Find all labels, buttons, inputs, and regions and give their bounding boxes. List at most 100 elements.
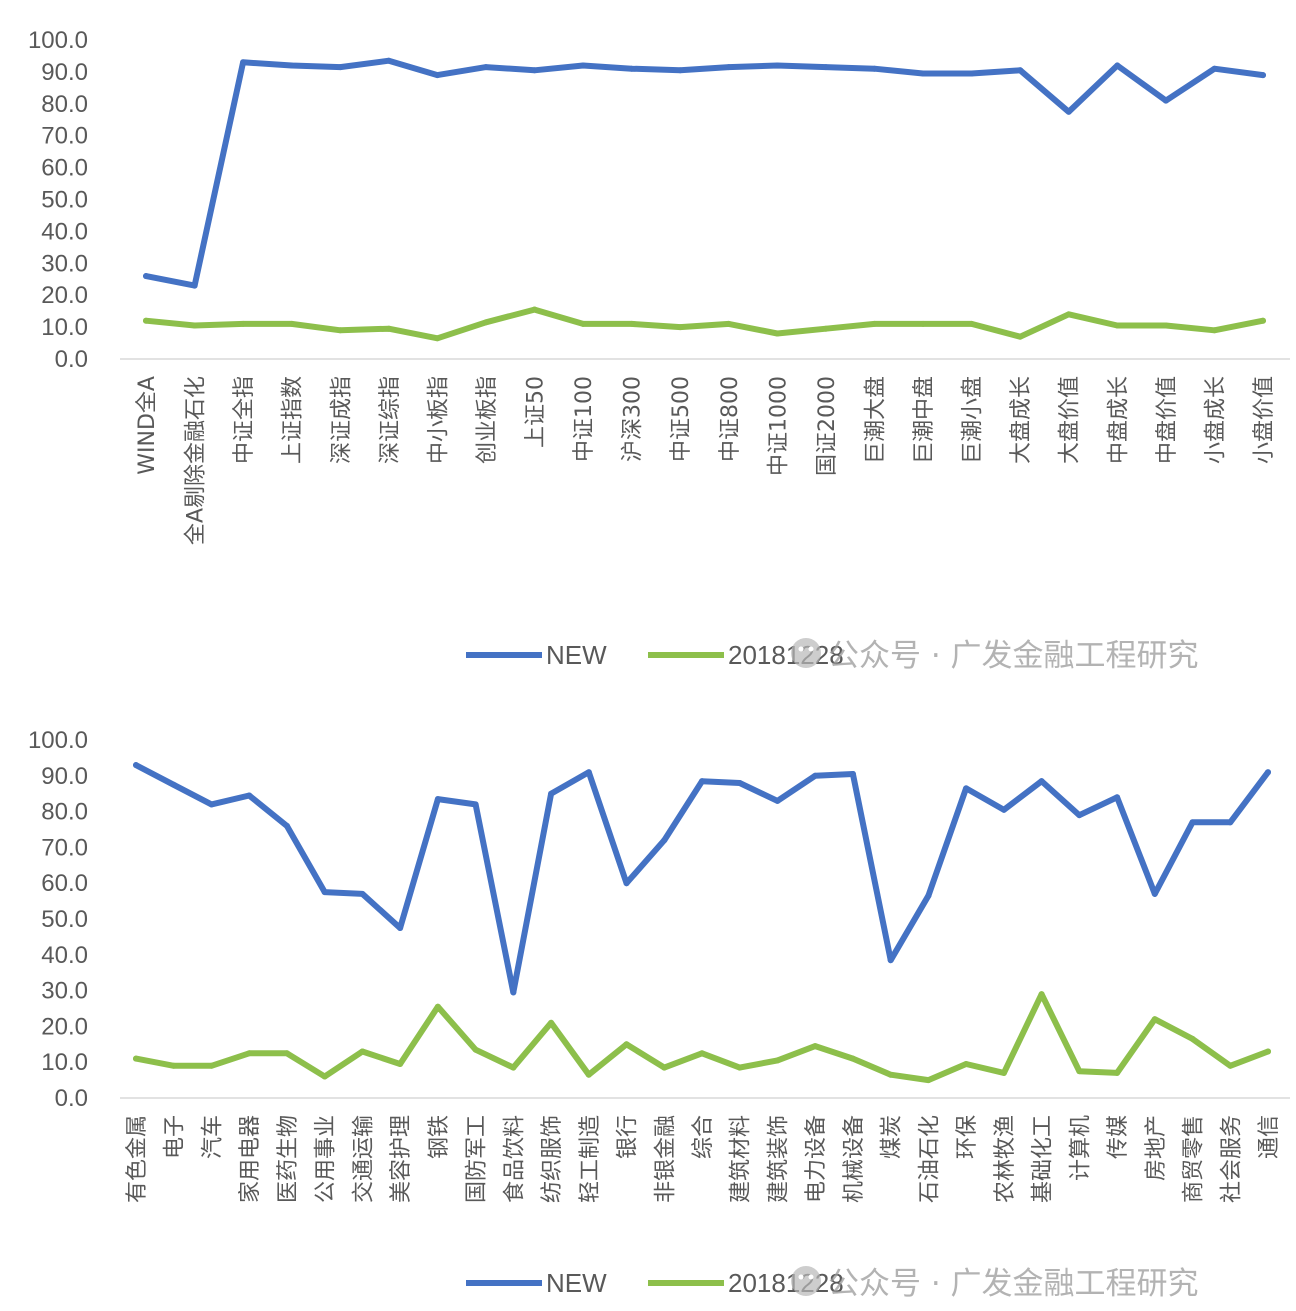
data-point: [1000, 806, 1007, 813]
chart-1: 0.0 10.0 20.0 30.0 40.0 50.0 60.0 70.0 80.0 90.0 1…: [28, 27, 1290, 674]
y-tick-label: 20.0: [41, 1013, 88, 1040]
x-tick-label: 煤炭: [880, 1115, 905, 1159]
x-tick-label: 小盘价值: [1252, 376, 1277, 464]
data-point: [359, 890, 366, 897]
data-point: [208, 801, 215, 808]
data-point: [887, 1071, 894, 1078]
watermark-text: 公众号 · 广发金融工程研究: [828, 1266, 1199, 1302]
data-point: [1211, 65, 1218, 72]
data-point: [920, 70, 927, 77]
y-tick-label: 100.0: [28, 27, 88, 54]
y-tick-label: 80.0: [41, 91, 88, 118]
data-point: [925, 1077, 932, 1084]
data-point: [628, 65, 635, 72]
data-point: [628, 320, 635, 327]
x-tick-label: 传媒: [1106, 1115, 1131, 1159]
data-point: [283, 1050, 290, 1057]
legend-label: 20181228: [728, 1268, 844, 1298]
y-tick-label: 40.0: [41, 942, 88, 969]
watermark-text: 公众号 · 广发金融工程研究: [828, 638, 1199, 674]
data-point: [208, 1062, 215, 1069]
x-tick-label: 中证1000: [766, 376, 791, 476]
data-point: [677, 324, 684, 331]
data-point: [283, 822, 290, 829]
data-point: [1017, 333, 1024, 340]
data-point: [434, 72, 441, 79]
data-point: [849, 1055, 856, 1062]
y-tick-label: 10.0: [41, 314, 88, 341]
data-point: [1065, 311, 1072, 318]
data-point: [812, 1043, 819, 1050]
y-axis-labels: 0.0 10.0 20.0 30.0 40.0 50.0 60.0 70.0 80.0 90.0 1…: [28, 727, 88, 1112]
y-tick-label: 90.0: [41, 763, 88, 790]
data-point: [725, 320, 732, 327]
y-tick-label: 30.0: [41, 978, 88, 1005]
data-point: [170, 781, 177, 788]
data-point: [385, 325, 392, 332]
data-point: [925, 892, 932, 899]
data-point: [1114, 794, 1121, 801]
legend-label: NEW: [546, 1268, 607, 1298]
legend-label: 20181228: [728, 640, 844, 670]
x-tick-label: 公用事业: [314, 1115, 339, 1203]
data-point: [774, 62, 781, 69]
x-tick-label: 深证成指: [329, 376, 354, 464]
x-tick-label: 环保: [955, 1115, 980, 1159]
data-point: [1189, 1035, 1196, 1042]
series-line: [133, 762, 1271, 996]
data-point: [143, 317, 149, 324]
data-point: [482, 319, 489, 326]
data-point: [288, 62, 295, 69]
data-point: [699, 1050, 705, 1057]
y-tick-label: 90.0: [41, 59, 88, 86]
x-tick-label: 美容护理: [389, 1115, 414, 1203]
x-tick-label: 轻工制造: [578, 1115, 603, 1203]
x-tick-label: 基础化工: [1031, 1115, 1056, 1203]
data-point: [725, 64, 732, 71]
data-point: [1038, 778, 1045, 785]
data-point: [1114, 1069, 1121, 1076]
data-point: [288, 320, 295, 327]
x-tick-label: 中盘价值: [1155, 376, 1180, 464]
x-tick-label: 大盘成长: [1009, 376, 1034, 464]
data-point: [1000, 1069, 1007, 1076]
x-axis-labels: WIND全A 全A剔除金融石化 中证全指 上证指数 深证成指 深证综指 中小板指 创业板指 上证…: [135, 376, 1277, 545]
y-tick-label: 100.0: [28, 727, 88, 754]
x-tick-label: 商贸零售: [1182, 1115, 1207, 1203]
y-tick-label: 50.0: [41, 187, 88, 214]
x-tick-label: 非银金融: [653, 1115, 678, 1203]
data-point: [531, 67, 538, 74]
x-tick-label: 中证800: [718, 376, 743, 462]
data-point: [677, 67, 684, 74]
x-tick-label: 纺织服饰: [540, 1115, 565, 1203]
y-tick-label: 40.0: [41, 218, 88, 245]
data-point: [871, 65, 878, 72]
y-tick-label: 60.0: [41, 870, 88, 897]
x-tick-label: 深证综指: [378, 376, 403, 464]
data-point: [385, 57, 392, 64]
x-tick-label: 大盘价值: [1058, 376, 1083, 464]
data-point: [920, 320, 927, 327]
data-point: [968, 320, 975, 327]
data-point: [170, 1062, 177, 1069]
x-tick-label: 建筑装饰: [766, 1115, 791, 1203]
x-tick-label: 计算机: [1068, 1115, 1093, 1181]
data-point: [548, 790, 555, 797]
series-line: [143, 57, 1266, 289]
x-tick-label: 沪深300: [621, 376, 646, 462]
x-tick-label: 银行: [616, 1115, 641, 1159]
data-point: [246, 1050, 253, 1057]
watermark: 公众号 · 广发金融工程研究: [791, 638, 1199, 674]
data-point: [1017, 67, 1024, 74]
data-point: [1038, 991, 1045, 998]
x-tick-label: 机械设备: [842, 1115, 867, 1203]
x-tick-label: 国防军工: [465, 1115, 490, 1203]
x-tick-label: 农林牧渔: [993, 1115, 1018, 1203]
data-point: [531, 306, 538, 313]
wechat-icon-eye: [798, 1274, 804, 1280]
y-axis-labels: 0.0 10.0 20.0 30.0 40.0 50.0 60.0 70.0 80.0 90.0 1…: [28, 27, 88, 373]
x-tick-label: 上证50: [524, 376, 549, 448]
data-point: [337, 64, 344, 71]
x-tick-label: 有色金属: [125, 1115, 150, 1203]
data-point: [849, 771, 856, 778]
